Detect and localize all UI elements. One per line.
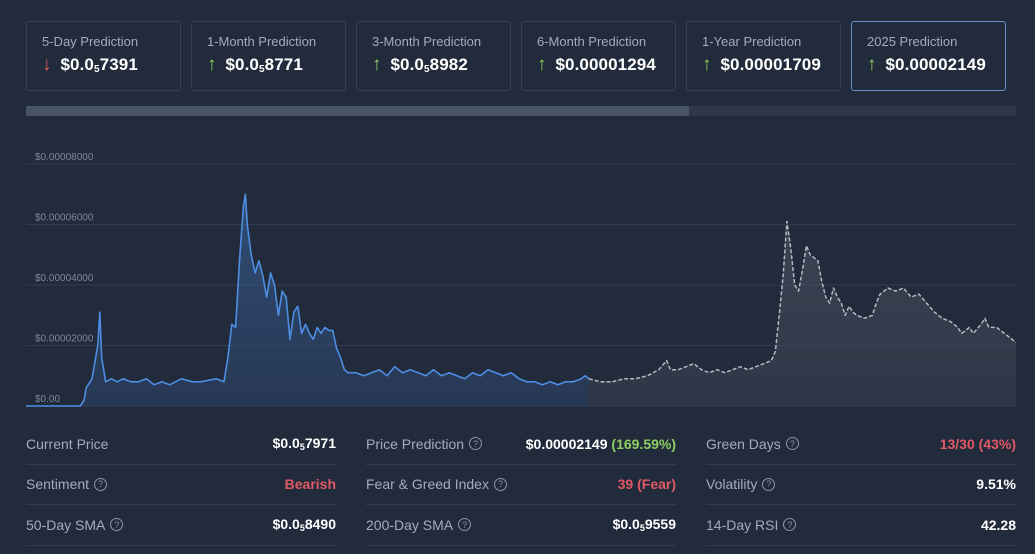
prediction-value-row: ↑ $0.00002149 [867,55,1005,75]
prediction-card-5-day-prediction[interactable]: 5-Day Prediction ↓ $0.057391 [26,21,181,91]
prediction-value-row: ↑ $0.00001294 [537,55,675,75]
stats-column: Current Price $0.057971 Sentiment? Bearish 5… [26,424,336,546]
forecast-area [588,221,1016,406]
prediction-card-1-month-prediction[interactable]: 1-Month Prediction ↑ $0.058771 [191,21,346,91]
stat-fear-greed-index: Fear & Greed Index? 39 (Fear) [366,465,676,505]
help-icon[interactable]: ? [762,477,776,491]
stats-column: Green Days? 13/30 (43%) Volatility? 9.51% 14… [706,424,1016,546]
prediction-price: $0.00002149 [885,55,986,74]
stat-name: Volatility? [706,476,776,492]
prediction-card-3-month-prediction[interactable]: 3-Month Prediction ↑ $0.058982 [356,21,511,91]
stat-current-price: Current Price $0.057971 [26,424,336,465]
stat-name: Fear & Greed Index? [366,476,507,492]
prediction-card-6-month-prediction[interactable]: 6-Month Prediction ↑ $0.00001294 [521,21,676,91]
stat-name: 14-Day RSI? [706,517,797,533]
prediction-value-row: ↑ $0.058982 [372,55,510,75]
progress-fill [26,106,690,116]
prediction-label: 6-Month Prediction [537,34,647,49]
price-chart: $0.00 $0.00002000 $0.00004000 $0.00006000 $0… [26,150,1016,412]
prediction-card-1-year-prediction[interactable]: 1-Year Prediction ↑ $0.00001709 [686,21,841,91]
arrow-up-icon: ↑ [867,54,877,75]
forecast-line [588,220,1016,383]
arrow-up-icon: ↑ [207,54,217,75]
stat-name: Sentiment? [26,476,108,492]
help-icon[interactable]: ? [469,437,483,451]
help-icon[interactable]: ? [783,518,797,532]
stat-50-day-sma: 50-Day SMA? $0.058490 [26,505,336,546]
prediction-value-row: ↓ $0.057391 [42,55,180,75]
stat-value: $0.058490 [272,516,336,534]
prediction-price: $0.058771 [225,55,303,75]
help-icon[interactable]: ? [94,477,108,491]
stat-14-day-rsi: 14-Day RSI? 42.28 [706,505,1016,546]
y-tick-label: $0.00008000 [35,152,94,163]
stat-value: Bearish [284,476,336,493]
prediction-price: $0.00001294 [555,55,656,74]
y-tick-label: $0.00006000 [35,213,94,224]
prediction-label: 2025 Prediction [867,34,958,49]
stat-name: 200-Day SMA? [366,517,472,533]
stats-grid: Current Price $0.057971 Sentiment? Bearish 5… [26,424,1016,546]
stat-name: Current Price [26,435,109,452]
stat-value: $0.00002149 (169.59%) [525,435,676,452]
prediction-label: 3-Month Prediction [372,34,482,49]
help-icon[interactable]: ? [785,437,799,451]
stat-value: 39 (Fear) [617,476,676,493]
prediction-progress-bar [26,106,1016,116]
stat-value: 9.51% [976,476,1016,493]
y-tick-label: $0.00002000 [35,334,94,345]
prediction-value-row: ↑ $0.058771 [207,55,345,75]
stat-200-day-sma: 200-Day SMA? $0.059559 [366,505,676,546]
prediction-card-2025-prediction[interactable]: 2025 Prediction ↑ $0.00002149 [851,21,1006,91]
arrow-up-icon: ↑ [372,54,382,75]
stat-value: 13/30 (43%) [939,435,1016,452]
prediction-price: $0.057391 [60,55,138,75]
stat-value: $0.057971 [272,435,336,453]
y-tick-label: $0.00004000 [35,273,94,284]
stat-volatility: Volatility? 9.51% [706,465,1016,505]
help-icon[interactable]: ? [458,518,472,532]
arrow-up-icon: ↑ [537,54,547,75]
historical-area [26,194,589,406]
y-tick-label: $0.00 [35,394,60,405]
prediction-label: 1-Year Prediction [702,34,802,49]
prediction-price: $0.00001709 [720,55,821,74]
prediction-label: 5-Day Prediction [42,34,139,49]
stats-column: Price Prediction? $0.00002149 (169.59%) Fe… [366,424,676,546]
stat-green-days: Green Days? 13/30 (43%) [706,424,1016,465]
prediction-price: $0.058982 [390,55,468,75]
stat-name: 50-Day SMA? [26,517,124,533]
historical-line [26,193,590,407]
help-icon[interactable]: ? [110,518,124,532]
stat-value: 42.28 [980,516,1016,533]
chart-svg: $0.00 $0.00002000 $0.00004000 $0.00006000 $0… [26,152,1016,407]
stat-sentiment: Sentiment? Bearish [26,465,336,505]
prediction-value-row: ↑ $0.00001709 [702,55,840,75]
arrow-down-icon: ↓ [42,54,52,75]
arrow-up-icon: ↑ [702,54,712,75]
stat-price-prediction: Price Prediction? $0.00002149 (169.59%) [366,424,676,465]
prediction-label: 1-Month Prediction [207,34,317,49]
prediction-cards: 5-Day Prediction ↓ $0.057391 1-Month Predic… [26,21,1006,91]
stat-value: $0.059559 [612,516,676,534]
stat-name: Green Days? [706,436,799,452]
help-icon[interactable]: ? [493,477,507,491]
stat-name: Price Prediction? [366,436,483,452]
